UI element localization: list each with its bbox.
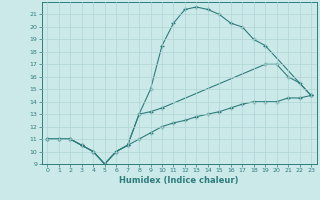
X-axis label: Humidex (Indice chaleur): Humidex (Indice chaleur) <box>119 176 239 185</box>
